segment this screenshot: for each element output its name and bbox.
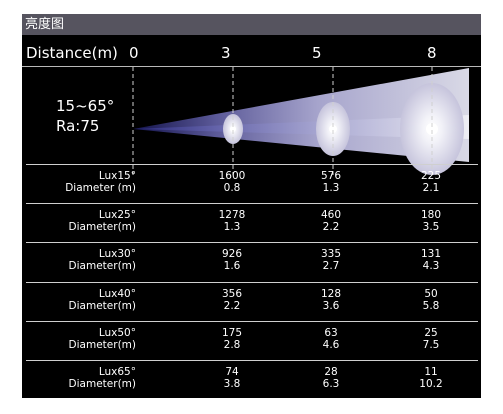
photometric-chart: 亮度图 Distance(m) 0 3 5 8 bbox=[22, 14, 481, 398]
diameter-value: 3.5 bbox=[422, 221, 440, 233]
diameter-value: 1.3 bbox=[223, 221, 241, 233]
spot-center-3m bbox=[230, 126, 236, 132]
spot-center-5m bbox=[329, 125, 337, 133]
lux-label: Lux40° bbox=[98, 288, 136, 300]
diameter-value: 3.8 bbox=[223, 378, 241, 390]
beam-cone bbox=[133, 68, 469, 162]
lux-value: 50 bbox=[424, 288, 438, 300]
header-divider bbox=[22, 66, 481, 67]
beam-angle-range: 15~65° bbox=[56, 97, 115, 115]
row-divider bbox=[26, 242, 478, 243]
lux-value: 175 bbox=[221, 327, 243, 339]
diameter-value: 3.6 bbox=[322, 300, 340, 312]
color-rendering-index: Ra:75 bbox=[56, 117, 100, 135]
diameter-value: 0.8 bbox=[223, 182, 241, 194]
lux-value: 356 bbox=[221, 288, 243, 300]
diameter-value: 1.3 bbox=[322, 182, 340, 194]
diameter-value: 4.3 bbox=[422, 260, 440, 272]
lux-label: Lux65° bbox=[98, 366, 136, 378]
lux-value: 1600 bbox=[218, 170, 246, 182]
lux-value: 11 bbox=[424, 366, 438, 378]
row-divider bbox=[26, 164, 478, 165]
beam-diagram bbox=[132, 67, 469, 175]
row-divider bbox=[26, 321, 478, 322]
lux-value: 1278 bbox=[218, 209, 246, 221]
lux-value: 74 bbox=[225, 366, 239, 378]
beam-spec: 15~65° Ra:75 bbox=[56, 96, 114, 136]
diameter-value: 7.5 bbox=[422, 339, 440, 351]
lux-value: 180 bbox=[420, 209, 442, 221]
lux-label: Lux15° bbox=[98, 170, 136, 182]
diameter-value: 1.6 bbox=[223, 260, 241, 272]
diameter-value: 5.8 bbox=[422, 300, 440, 312]
lux-value: 28 bbox=[324, 366, 338, 378]
diameter-label: Diameter(m) bbox=[68, 221, 136, 233]
spot-center-8m bbox=[426, 123, 438, 135]
chart-title: 亮度图 bbox=[25, 17, 65, 32]
distance-3: 3 bbox=[221, 44, 231, 62]
lux-value: 63 bbox=[324, 327, 338, 339]
diameter-value: 2.2 bbox=[223, 300, 241, 312]
diameter-value: 6.3 bbox=[322, 378, 340, 390]
distance-5: 5 bbox=[312, 44, 322, 62]
diameter-label: Diameter(m) bbox=[68, 378, 136, 390]
diameter-value: 2.7 bbox=[322, 260, 340, 272]
distance-label: Distance(m) bbox=[26, 44, 118, 62]
chart-title-bar: 亮度图 bbox=[22, 14, 481, 35]
lux-value: 128 bbox=[320, 288, 342, 300]
lux-value: 926 bbox=[221, 248, 243, 260]
distance-8: 8 bbox=[427, 44, 437, 62]
diameter-value: 2.1 bbox=[422, 182, 440, 194]
diameter-value: 2.2 bbox=[322, 221, 340, 233]
diameter-label: Diameter(m) bbox=[68, 260, 136, 272]
diameter-value: 2.8 bbox=[223, 339, 241, 351]
lux-value: 460 bbox=[320, 209, 342, 221]
lux-value: 335 bbox=[320, 248, 342, 260]
lux-label: Lux50° bbox=[98, 327, 136, 339]
diameter-label: Diameter(m) bbox=[68, 339, 136, 351]
diameter-label: Diameter (m) bbox=[65, 182, 136, 194]
diameter-value: 10.2 bbox=[419, 378, 443, 390]
beam-core bbox=[133, 115, 469, 139]
lux-label: Lux30° bbox=[98, 248, 136, 260]
lux-value: 576 bbox=[320, 170, 342, 182]
distance-header: Distance(m) 0 3 5 8 bbox=[22, 41, 481, 65]
diameter-value: 4.6 bbox=[322, 339, 340, 351]
lux-value: 225 bbox=[420, 170, 442, 182]
lux-value: 25 bbox=[424, 327, 438, 339]
lux-value: 131 bbox=[420, 248, 442, 260]
row-divider bbox=[26, 282, 478, 283]
lux-label: Lux25° bbox=[98, 209, 136, 221]
distance-0: 0 bbox=[129, 44, 139, 62]
row-divider bbox=[26, 203, 478, 204]
row-divider bbox=[26, 360, 478, 361]
diameter-label: Diameter(m) bbox=[68, 300, 136, 312]
